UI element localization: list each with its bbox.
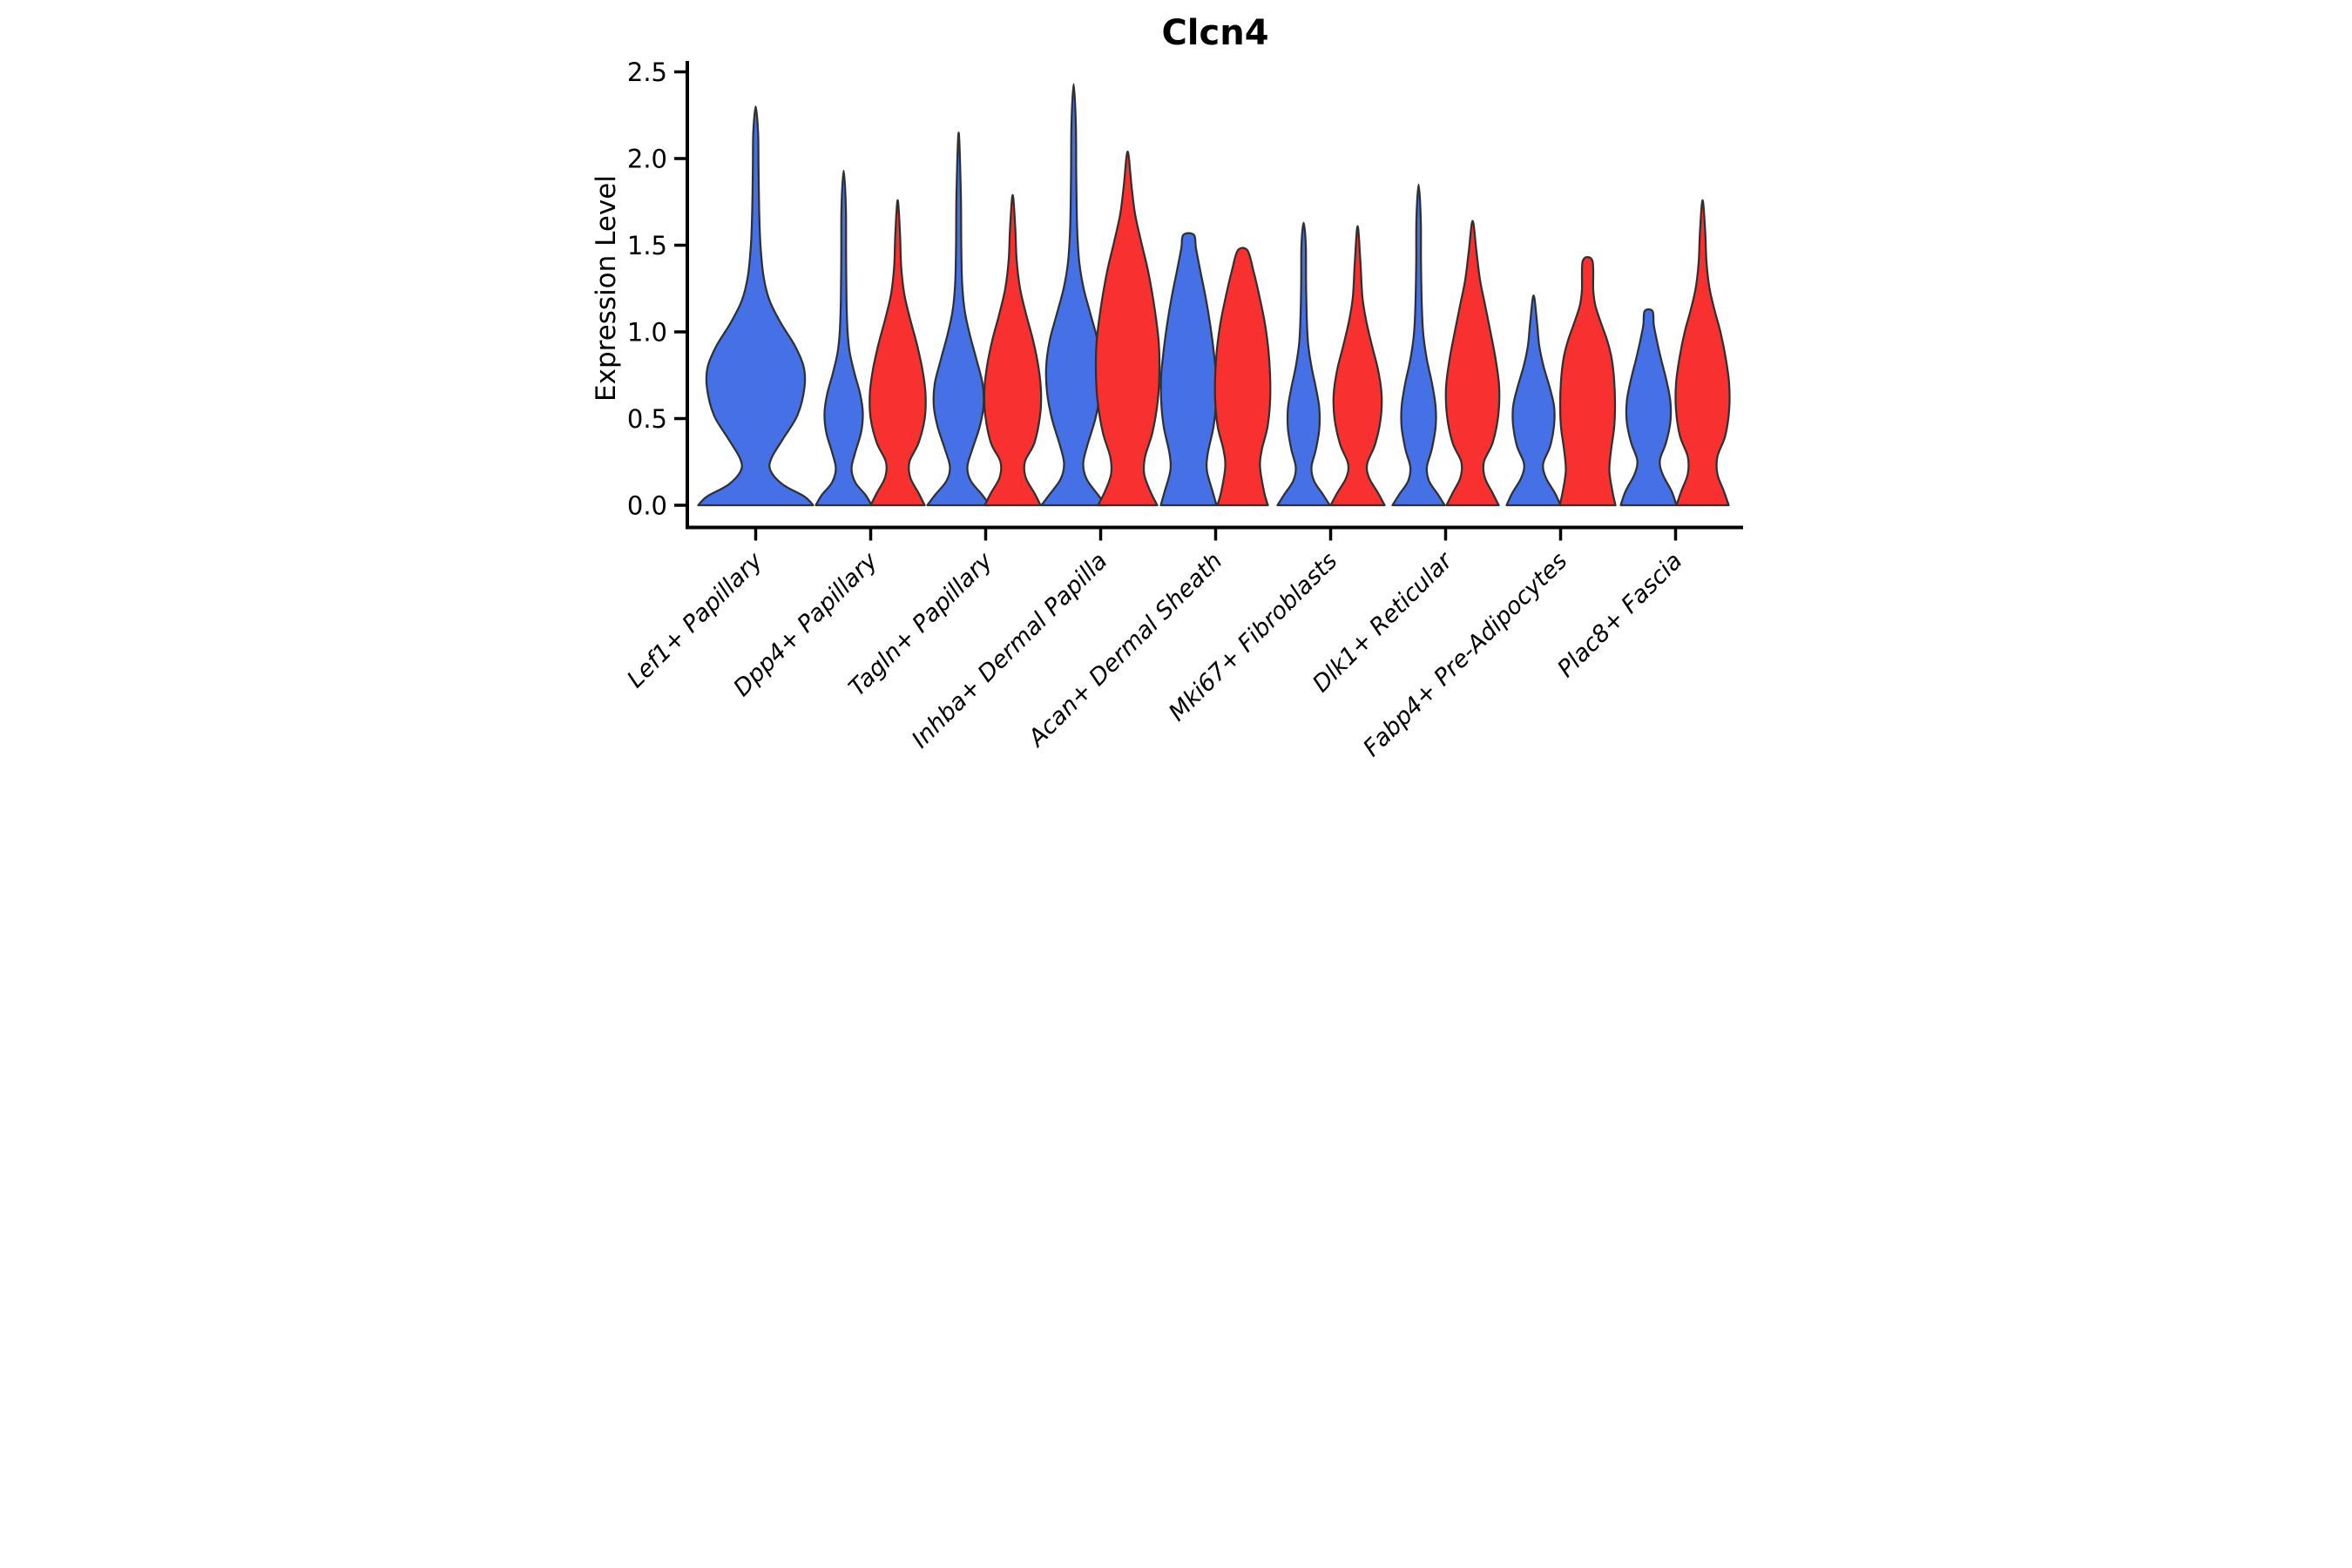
violin-red-fabp4-pre-adipocytes xyxy=(1558,256,1617,507)
x-tick-label: Acan+ Dermal Sheath xyxy=(1022,548,1227,754)
chart-title: Clcn4 xyxy=(1161,13,1268,53)
violin-blue-fabp4-pre-adipocytes xyxy=(1505,294,1562,507)
y-ticks: 0.0 0.5 1.0 1.5 2.0 2.5 xyxy=(627,57,687,520)
violin-blue-dpp4-papillary xyxy=(814,169,873,507)
violin-red-dpp4-papillary xyxy=(868,199,927,507)
violin-blue-dlk1-reticular xyxy=(1391,183,1446,507)
violin-red-mki67-fibroblasts xyxy=(1329,225,1386,507)
violin-blue-tagln-papillary xyxy=(926,132,991,507)
violin-blue-acan-dermal-sheath xyxy=(1159,232,1218,507)
violin-blue-mki67-fibroblasts xyxy=(1276,221,1331,507)
x-tick-label: Fabp4+ Pre-Adipocytes xyxy=(1358,548,1572,762)
x-tick-label: Plac8+ Fascia xyxy=(1552,548,1687,683)
violins xyxy=(697,83,1731,507)
y-tick-label: 0.5 xyxy=(627,404,667,434)
y-tick-label: 1.5 xyxy=(627,231,667,260)
y-tick-label: 2.5 xyxy=(627,57,667,87)
violin-blue-inhba-dermal-papilla xyxy=(1040,83,1107,507)
y-tick-label: 0.0 xyxy=(627,490,667,520)
violin-plot-canvas: Clcn4 Expression Level 0.0 0.5 1.0 1.5 2.0 2.… xyxy=(588,0,1764,784)
y-axis-label: Expression Level xyxy=(591,175,622,402)
y-tick-label: 2.0 xyxy=(627,144,667,173)
y-tick-label: 1.0 xyxy=(627,317,667,347)
violin-red-inhba-dermal-papilla xyxy=(1094,150,1161,507)
violin-red-acan-dermal-sheath xyxy=(1213,247,1272,507)
violin-blue-lef1-papillary xyxy=(697,105,814,507)
violin-red-plac8-fascia xyxy=(1674,199,1731,507)
violin-red-tagln-papillary xyxy=(983,193,1043,507)
violin-red-dlk1-reticular xyxy=(1444,220,1501,507)
figure: Clcn4 Expression Level 0.0 0.5 1.0 1.5 2.0 2.… xyxy=(588,0,1764,784)
x-tick-label: Inhba+ Dermal Papilla xyxy=(907,548,1113,754)
violin-blue-plac8-fascia xyxy=(1619,308,1678,507)
